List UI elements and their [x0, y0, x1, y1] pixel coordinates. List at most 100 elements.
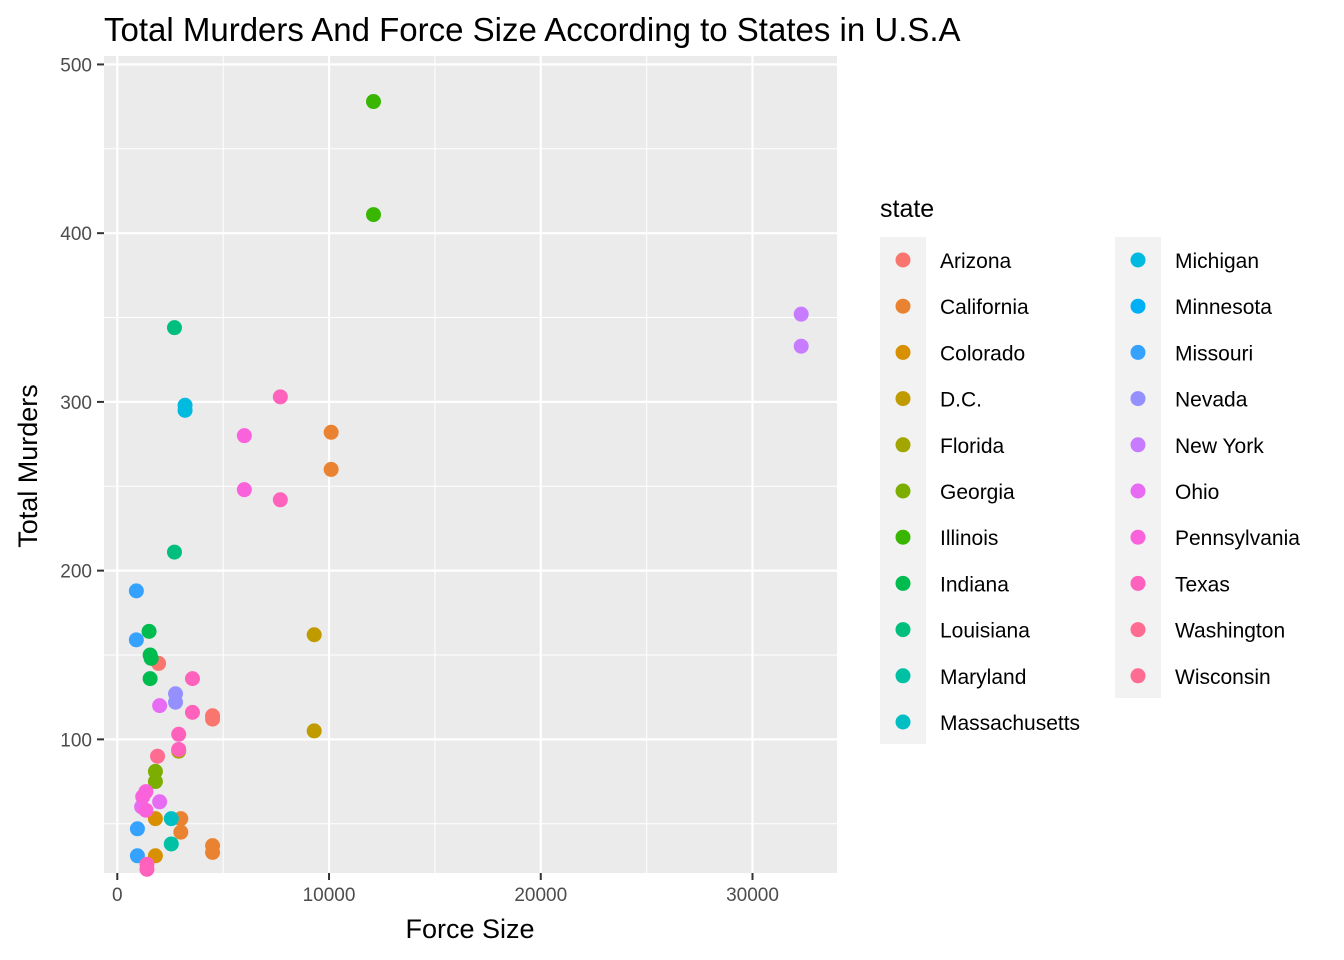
data-point — [138, 802, 154, 818]
legend-key — [895, 622, 911, 638]
data-point — [129, 821, 145, 837]
data-point — [236, 428, 252, 444]
data-point — [166, 544, 182, 560]
data-point — [142, 671, 158, 687]
legend-label: Louisiana — [940, 620, 1030, 643]
axes: 0 10000 20000 30000 100 200 300 400 500 — [60, 55, 779, 906]
legend-key — [1130, 437, 1146, 453]
legend-key-background — [1115, 237, 1161, 698]
legend-key — [895, 437, 911, 453]
data-point — [236, 482, 252, 498]
legend-title: state — [880, 195, 934, 223]
y-tick-label: 400 — [60, 224, 92, 245]
data-point — [184, 671, 200, 687]
legend-label: Michigan — [1175, 250, 1259, 273]
data-point — [323, 461, 339, 477]
legend-key — [895, 298, 911, 314]
y-tick-label: 100 — [60, 730, 92, 751]
data-point — [171, 726, 187, 742]
data-point — [152, 698, 168, 714]
data-point — [306, 723, 322, 739]
legend-key — [1130, 529, 1146, 545]
legend-key — [1130, 298, 1146, 314]
data-point — [793, 338, 809, 354]
data-point — [141, 623, 157, 639]
data-point — [272, 389, 288, 405]
legend-key — [895, 391, 911, 407]
data-point — [163, 811, 179, 827]
legend-label: Arizona — [940, 250, 1012, 273]
y-tick-label: 300 — [60, 393, 92, 414]
legend-label: Florida — [940, 435, 1005, 458]
legend-label: Illinois — [940, 527, 998, 550]
legend-label: California — [940, 296, 1029, 319]
legend-label: Minnesota — [1175, 296, 1272, 319]
data-points — [128, 94, 809, 877]
legend-key — [895, 575, 911, 591]
y-axis-title: Total Murders — [13, 384, 43, 548]
data-point — [323, 424, 339, 440]
legend-key — [1130, 622, 1146, 638]
data-point — [152, 794, 168, 810]
y-tick-label: 500 — [60, 55, 92, 76]
legend-label: Ohio — [1175, 481, 1219, 504]
data-point — [365, 207, 381, 223]
data-point — [306, 627, 322, 643]
legend-label: Texas — [1175, 573, 1230, 596]
legend-key — [895, 344, 911, 360]
legend-key — [1130, 483, 1146, 499]
legend-key — [895, 529, 911, 545]
legend-label: D.C. — [940, 389, 982, 412]
data-point — [138, 784, 154, 800]
legend-key — [1130, 668, 1146, 684]
data-point — [793, 306, 809, 322]
data-point — [205, 711, 221, 727]
y-tick-label: 200 — [60, 562, 92, 583]
data-point — [128, 632, 144, 648]
data-point — [272, 492, 288, 508]
data-point — [150, 748, 166, 764]
legend-key — [1130, 252, 1146, 268]
legend-label: Missouri — [1175, 342, 1253, 365]
data-point — [147, 774, 163, 790]
x-tick-label: 0 — [112, 885, 123, 906]
legend-label: Massachusetts — [940, 712, 1080, 735]
data-point — [171, 741, 187, 757]
legend-label: Maryland — [940, 666, 1026, 689]
legend-label: Georgia — [940, 481, 1015, 504]
x-axis-title: Force Size — [405, 914, 534, 944]
data-point — [184, 704, 200, 720]
data-point — [139, 861, 155, 877]
data-point — [166, 320, 182, 336]
legend: state Arizona California Colorado D.C. Flori… — [880, 195, 1300, 744]
data-point — [365, 94, 381, 110]
legend-label: Indiana — [940, 573, 1009, 596]
legend-key — [895, 252, 911, 268]
data-point — [163, 836, 179, 852]
data-point — [128, 583, 144, 599]
minor-gridlines — [104, 56, 837, 873]
legend-label: Colorado — [940, 342, 1025, 365]
data-point — [177, 402, 193, 418]
x-tick-label: 30000 — [726, 885, 779, 906]
legend-label: New York — [1175, 435, 1264, 458]
data-point — [168, 694, 184, 710]
legend-key — [895, 714, 911, 730]
x-tick-label: 10000 — [303, 885, 356, 906]
legend-key — [895, 668, 911, 684]
data-point — [205, 844, 221, 860]
data-point — [143, 650, 159, 666]
x-tick-label: 20000 — [514, 885, 567, 906]
chart-title: Total Murders And Force Size According t… — [104, 11, 961, 48]
legend-key — [1130, 391, 1146, 407]
legend-label: Washington — [1175, 620, 1285, 643]
legend-key — [1130, 575, 1146, 591]
data-point — [173, 824, 189, 840]
plot-panel — [104, 56, 837, 873]
legend-key — [895, 483, 911, 499]
legend-label: Nevada — [1175, 389, 1248, 412]
legend-label: Pennsylvania — [1175, 527, 1300, 550]
major-gridlines — [104, 56, 837, 873]
legend-label: Wisconsin — [1175, 666, 1271, 689]
